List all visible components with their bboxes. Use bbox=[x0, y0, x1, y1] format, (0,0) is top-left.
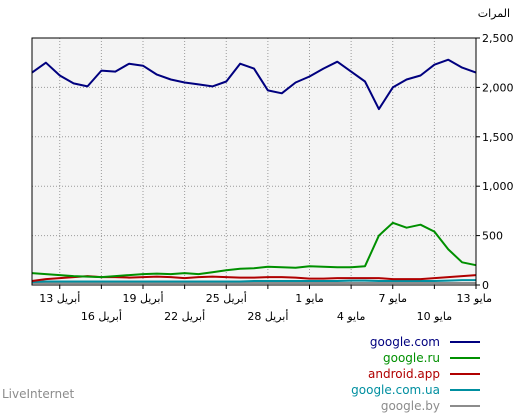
y-axis-ticks: 2,500 2,000 1,500 1,000 500 0 bbox=[476, 32, 514, 292]
legend-swatch bbox=[450, 357, 480, 359]
grid-lines bbox=[32, 38, 477, 285]
plot-frame bbox=[31, 37, 477, 286]
legend-swatch bbox=[450, 341, 480, 343]
y-tick-label: 0 bbox=[482, 279, 489, 292]
legend-label: google.by bbox=[380, 399, 440, 413]
y-tick-label: 2,500 bbox=[482, 32, 514, 45]
legend-label: android.app bbox=[368, 367, 440, 381]
legend-item-google-com-ua[interactable]: google.com.ua bbox=[351, 382, 480, 398]
series-line-google-com-ua bbox=[31, 279, 476, 283]
x-tick-label: 25 أبريل bbox=[206, 291, 247, 305]
y-tick-label: 2,000 bbox=[482, 81, 514, 94]
x-tick-label: 10 مايو bbox=[417, 310, 453, 323]
series-layer bbox=[31, 58, 477, 284]
legend-item-google-by[interactable]: google.by bbox=[351, 398, 480, 414]
y-axis-label: المرات bbox=[478, 7, 510, 20]
series-line-google-com bbox=[31, 58, 477, 111]
series-line-google-ru bbox=[31, 221, 477, 279]
legend-swatch bbox=[450, 405, 480, 407]
y-tick-label: 1,000 bbox=[482, 180, 514, 193]
legend-swatch bbox=[450, 389, 480, 391]
plot-area bbox=[32, 38, 476, 285]
x-tick-label: 1 مايو bbox=[295, 292, 324, 305]
line-chart: 2,500 2,000 1,500 1,000 500 0 13 مايو 7 مايو 1 … bbox=[31, 7, 514, 323]
x-tick-label: 13 مايو bbox=[457, 292, 493, 305]
legend-item-google-com[interactable]: google.com bbox=[351, 334, 480, 350]
x-tick-label: 4 مايو bbox=[337, 310, 366, 323]
legend-label: google.com.ua bbox=[351, 383, 440, 397]
x-tick-label: 22 أبريل bbox=[164, 309, 205, 323]
legend-item-android-app[interactable]: android.app bbox=[351, 366, 480, 382]
legend-item-google-ru[interactable]: google.ru bbox=[351, 350, 480, 366]
legend: google.com google.ru android.app google.com… bbox=[351, 334, 480, 414]
y-tick-label: 500 bbox=[482, 230, 503, 243]
legend-swatch bbox=[450, 373, 480, 375]
x-tick-label: 13 أبريل bbox=[39, 291, 80, 305]
legend-label: google.com bbox=[369, 335, 440, 349]
x-tick-label: 16 أبريل bbox=[81, 309, 122, 323]
legend-label: google.ru bbox=[383, 351, 440, 365]
y-tick-label: 1,500 bbox=[482, 131, 514, 144]
x-tick-label: 7 مايو bbox=[379, 292, 408, 305]
brand-label: LiveInternet bbox=[2, 387, 75, 401]
x-axis-ticks: 13 مايو 7 مايو 1 مايو 25 أبريل 19 أبريل 13 أب… bbox=[39, 285, 492, 323]
x-tick-label: 28 أبريل bbox=[247, 309, 288, 323]
x-tick-label: 19 أبريل bbox=[122, 291, 163, 305]
